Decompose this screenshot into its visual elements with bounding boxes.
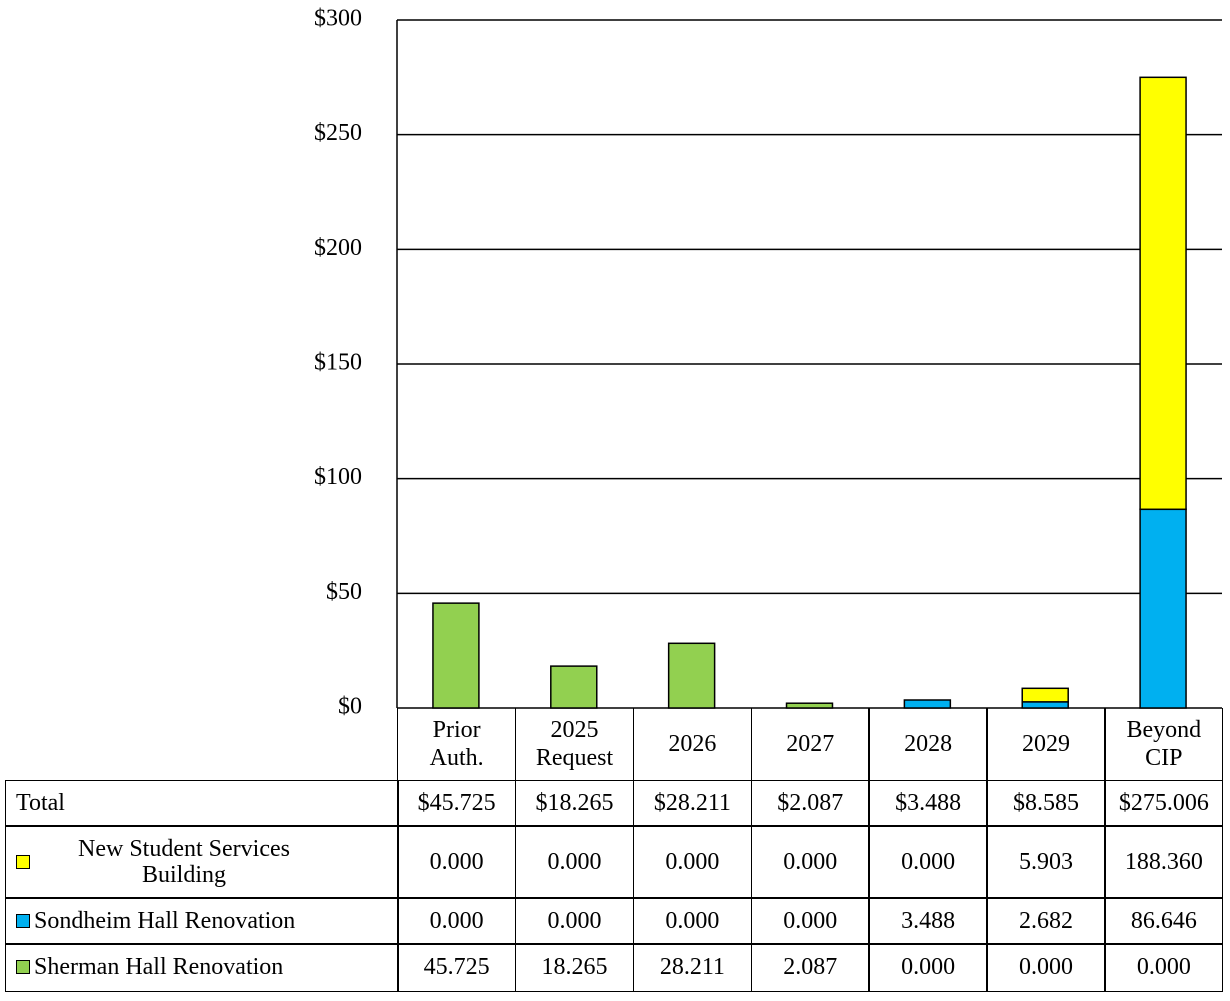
legend-label: Sondheim Hall Renovation xyxy=(34,907,296,934)
table-cell: $2.087 xyxy=(750,780,870,827)
y-tick-label: $150 xyxy=(314,350,362,376)
table-cell: 2.087 xyxy=(750,943,870,992)
y-tick-label: $200 xyxy=(314,235,362,261)
table-cell: 28.211 xyxy=(632,943,753,992)
table-cell: 86.646 xyxy=(1104,897,1224,945)
y-tick-label: $50 xyxy=(326,579,362,605)
table-cell: 0.000 xyxy=(868,825,988,899)
legend-label: Total xyxy=(16,790,65,817)
table-cell: 5.903 xyxy=(986,825,1106,899)
table-row-label: Sondheim Hall Renovation xyxy=(5,897,399,945)
y-tick-label: $100 xyxy=(314,464,362,490)
y-tick-label: $250 xyxy=(314,120,362,146)
table-row-label: Total xyxy=(5,780,399,827)
bar-segment xyxy=(1139,76,1187,511)
table-cell: 0.000 xyxy=(1104,943,1224,992)
bar-segment xyxy=(1139,508,1187,709)
table-row-label: New Student Services Building xyxy=(5,825,399,899)
legend-key xyxy=(16,913,30,928)
x-tick-label: 2028 xyxy=(868,708,988,781)
table-cell: 188.360 xyxy=(1104,825,1224,899)
table-cell: 0.000 xyxy=(868,943,988,992)
bar-segment xyxy=(1021,687,1069,703)
y-tick-label: $300 xyxy=(314,6,362,32)
table-row-label: Sherman Hall Renovation xyxy=(5,943,399,992)
table-cell: 3.488 xyxy=(868,897,988,945)
y-tick-label: $0 xyxy=(338,694,362,720)
table-cell: 0.000 xyxy=(632,897,753,945)
x-tick-label: Beyond CIP xyxy=(1104,708,1224,781)
bar-segment xyxy=(667,642,716,709)
table-cell: $28.211 xyxy=(632,780,753,827)
table-cell: $275.006 xyxy=(1104,780,1224,827)
table-cell: 0.000 xyxy=(514,897,635,945)
x-tick-label: 2025 Request xyxy=(514,708,635,781)
bar-segment xyxy=(432,602,480,709)
legend-key xyxy=(16,854,30,869)
legend-label: New Student Services Building xyxy=(78,835,290,888)
bar-segment xyxy=(785,702,834,709)
legend-label: Sherman Hall Renovation xyxy=(34,954,284,981)
table-cell: $18.265 xyxy=(514,780,635,827)
table-cell: 0.000 xyxy=(986,943,1106,992)
table-cell: 0.000 xyxy=(397,825,517,899)
table-cell: $45.725 xyxy=(397,780,517,827)
table-cell: $8.585 xyxy=(986,780,1106,827)
table-cell: 0.000 xyxy=(750,897,870,945)
table-cell: 0.000 xyxy=(632,825,753,899)
table-cell: $3.488 xyxy=(868,780,988,827)
x-tick-label: Prior Auth. xyxy=(397,708,517,781)
table-cell: 0.000 xyxy=(514,825,635,899)
x-tick-label: 2029 xyxy=(986,708,1106,781)
x-tick-label: 2026 xyxy=(632,708,753,781)
table-cell: 45.725 xyxy=(397,943,517,992)
table-cell: 0.000 xyxy=(397,897,517,945)
table-cell: 18.265 xyxy=(514,943,635,992)
x-tick-label: 2027 xyxy=(750,708,870,781)
legend-key xyxy=(16,960,30,975)
bar-segment xyxy=(903,699,952,709)
bar-segment xyxy=(550,665,598,709)
table-cell: 2.682 xyxy=(986,897,1106,945)
table-cell: 0.000 xyxy=(750,825,870,899)
